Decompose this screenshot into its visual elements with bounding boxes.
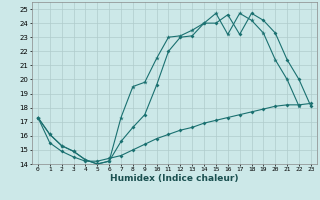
X-axis label: Humidex (Indice chaleur): Humidex (Indice chaleur) xyxy=(110,174,239,183)
